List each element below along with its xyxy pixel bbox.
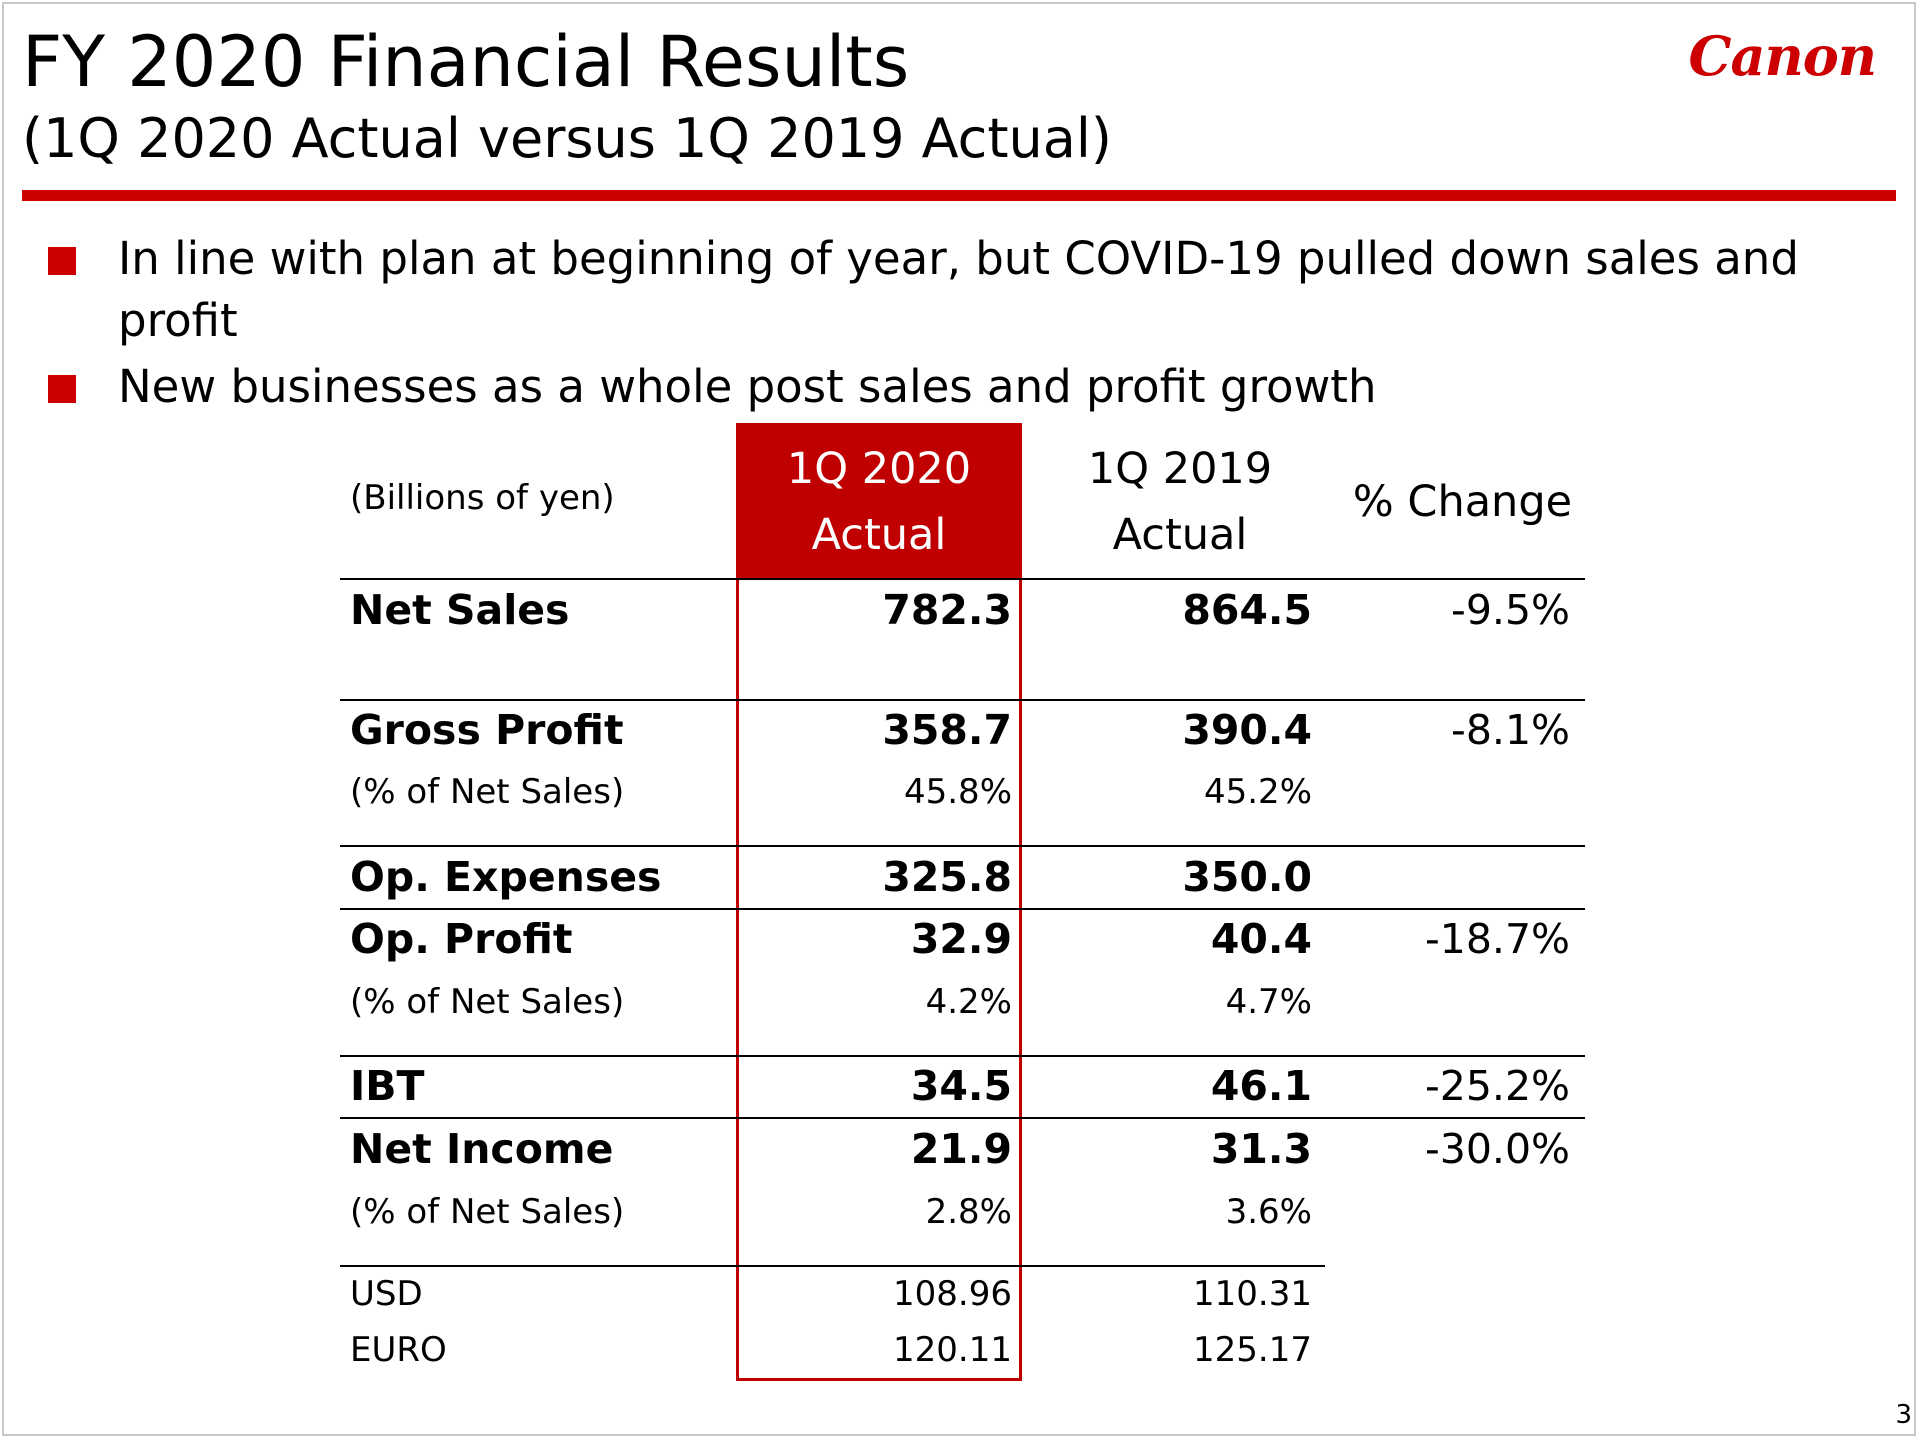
value-euro-2019: 125.17 bbox=[1193, 1330, 1312, 1370]
value-op-expenses-2020: 325.8 bbox=[882, 853, 1012, 901]
highlight-column-box bbox=[736, 578, 1022, 1381]
value-gross-profit-2019: 390.4 bbox=[1182, 706, 1312, 754]
row-label-euro: EURO bbox=[350, 1330, 447, 1370]
row-label-ibt: IBT bbox=[350, 1062, 425, 1110]
value-euro-2020: 120.11 bbox=[893, 1330, 1012, 1370]
value-net-sales-2019: 864.5 bbox=[1182, 586, 1312, 634]
row-label-net-income-pct: (% of Net Sales) bbox=[350, 1192, 625, 1232]
row-label-op-profit-pct: (% of Net Sales) bbox=[350, 982, 625, 1022]
value-op-profit-pct-2020: 4.2% bbox=[925, 982, 1012, 1022]
bullet-item: In line with plan at beginning of year, … bbox=[48, 228, 1888, 352]
value-net-sales-change: -9.5% bbox=[1451, 586, 1570, 634]
value-op-expenses-2019: 350.0 bbox=[1182, 853, 1312, 901]
table-rule bbox=[340, 1055, 1585, 1057]
value-gross-profit-change: -8.1% bbox=[1451, 706, 1570, 754]
page-number: 3 bbox=[1895, 1400, 1912, 1430]
value-net-income-change: -30.0% bbox=[1424, 1125, 1570, 1173]
value-net-income-2020: 21.9 bbox=[910, 1125, 1012, 1173]
value-usd-2019: 110.31 bbox=[1193, 1274, 1312, 1314]
row-label-op-profit: Op. Profit bbox=[350, 915, 573, 963]
value-gross-profit-2020: 358.7 bbox=[882, 706, 1012, 754]
table-rule bbox=[340, 578, 1585, 580]
col-header-1q2020-line1: 1Q 2020 bbox=[786, 444, 972, 494]
col-header-1q2020-line2: Actual bbox=[811, 510, 947, 560]
table-rule bbox=[340, 908, 1585, 910]
table-rule bbox=[340, 699, 1585, 701]
value-gross-profit-pct-2020: 45.8% bbox=[903, 772, 1012, 812]
row-label-net-sales: Net Sales bbox=[350, 586, 570, 634]
table-rule bbox=[340, 1265, 1325, 1267]
value-usd-2020: 108.96 bbox=[893, 1274, 1012, 1314]
value-op-profit-2019: 40.4 bbox=[1210, 915, 1312, 963]
row-label-op-expenses: Op. Expenses bbox=[350, 853, 662, 901]
col-header-1q2019-line1: 1Q 2019 bbox=[1087, 444, 1273, 494]
canon-logo: Canon bbox=[1688, 24, 1877, 88]
table-rule bbox=[340, 845, 1585, 847]
bullet-text: In line with plan at beginning of year, … bbox=[118, 232, 1799, 347]
bullet-list: In line with plan at beginning of year, … bbox=[48, 228, 1888, 422]
value-ibt-2020: 34.5 bbox=[910, 1062, 1012, 1110]
row-label-gross-profit-pct: (% of Net Sales) bbox=[350, 772, 625, 812]
bullet-text: New businesses as a whole post sales and… bbox=[118, 360, 1377, 413]
value-ibt-2019: 46.1 bbox=[1210, 1062, 1312, 1110]
row-label-usd: USD bbox=[350, 1274, 423, 1314]
col-header-change: % Change bbox=[1352, 477, 1573, 527]
value-op-profit-pct-2019: 4.7% bbox=[1225, 982, 1312, 1022]
title-rule bbox=[22, 190, 1896, 201]
units-label: (Billions of yen) bbox=[350, 478, 615, 518]
value-net-sales-2020: 782.3 bbox=[882, 586, 1012, 634]
bullet-square-icon bbox=[48, 247, 76, 275]
value-net-income-pct-2020: 2.8% bbox=[925, 1192, 1012, 1232]
value-gross-profit-pct-2019: 45.2% bbox=[1203, 772, 1312, 812]
page-subtitle: (1Q 2020 Actual versus 1Q 2019 Actual) bbox=[22, 107, 1112, 170]
bullet-square-icon bbox=[48, 375, 76, 403]
value-ibt-change: -25.2% bbox=[1424, 1062, 1570, 1110]
row-label-net-income: Net Income bbox=[350, 1125, 614, 1173]
value-op-profit-change: -18.7% bbox=[1424, 915, 1570, 963]
row-label-gross-profit: Gross Profit bbox=[350, 706, 624, 754]
col-header-1q2019-line2: Actual bbox=[1112, 510, 1248, 560]
value-net-income-pct-2019: 3.6% bbox=[1225, 1192, 1312, 1232]
table-rule bbox=[340, 1117, 1585, 1119]
highlight-column-header bbox=[736, 423, 1022, 578]
bullet-item: New businesses as a whole post sales and… bbox=[48, 356, 1888, 418]
page-title: FY 2020 Financial Results bbox=[22, 21, 910, 103]
value-op-profit-2020: 32.9 bbox=[910, 915, 1012, 963]
value-net-income-2019: 31.3 bbox=[1210, 1125, 1312, 1173]
